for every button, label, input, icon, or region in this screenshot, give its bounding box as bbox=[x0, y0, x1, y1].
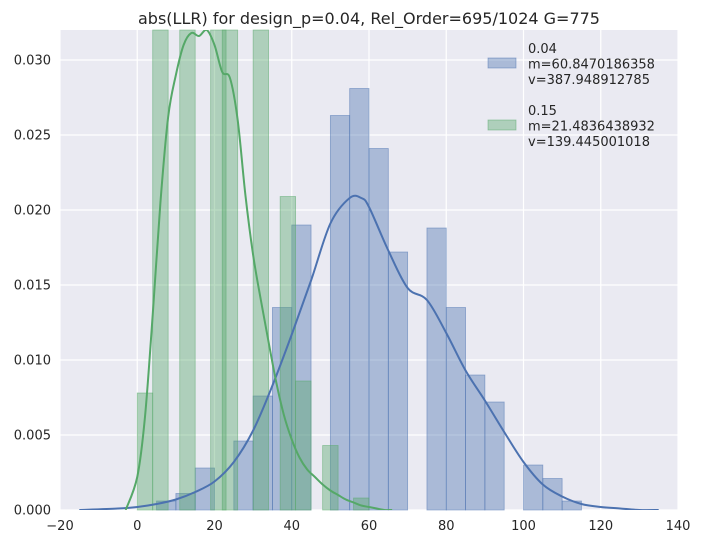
y-tick-label: 0.025 bbox=[14, 129, 51, 144]
hist-bar-series-0-15 bbox=[523, 464, 544, 511]
x-tick-label: −20 bbox=[46, 519, 73, 534]
hist-bar-series-1-4 bbox=[221, 29, 239, 511]
legend-label-series-1-line-1: m=21.4836438932 bbox=[528, 120, 655, 135]
legend-label-series-0-line-2: v=387.948912785 bbox=[528, 73, 650, 88]
x-tick-label: 40 bbox=[283, 519, 300, 534]
x-tick-label: 0 bbox=[133, 519, 141, 534]
legend-label-series-0-line-1: m=60.8470186358 bbox=[528, 58, 655, 73]
legend-label-series-1-line-2: v=139.445001018 bbox=[528, 135, 650, 150]
y-tick-label: 0.000 bbox=[14, 504, 51, 519]
legend-swatch-series-1 bbox=[487, 119, 517, 131]
hist-bar-series-1-7 bbox=[295, 380, 312, 511]
legend-label-series-1-line-0: 0.15 bbox=[528, 104, 557, 119]
x-tick-label: 20 bbox=[206, 519, 223, 534]
legend-swatch-series-0 bbox=[487, 57, 517, 69]
x-tick-label: 100 bbox=[511, 519, 536, 534]
y-tick-label: 0.010 bbox=[14, 354, 51, 369]
hist-bar-series-0-8 bbox=[349, 88, 370, 511]
hist-bar-series-0-11 bbox=[426, 227, 447, 511]
hist-bar-series-1-5 bbox=[252, 29, 269, 511]
x-tick-label: 120 bbox=[588, 519, 613, 534]
hist-bar-series-0-16 bbox=[542, 478, 563, 511]
hist-bar-series-0-14 bbox=[484, 401, 505, 511]
hist-bar-series-0-10 bbox=[387, 251, 409, 511]
kde-curves bbox=[79, 30, 659, 510]
histogram-bars bbox=[136, 29, 582, 511]
y-tick-label: 0.005 bbox=[14, 429, 51, 444]
y-tick-label: 0.030 bbox=[14, 54, 51, 69]
kde-curve-series-1 bbox=[124, 30, 393, 510]
chart-title: abs(LLR) for design_p=0.04, Rel_Order=69… bbox=[138, 9, 600, 29]
y-tick-label: 0.015 bbox=[14, 279, 51, 294]
hist-bar-series-0-9 bbox=[368, 148, 389, 511]
y-tick-label: 0.020 bbox=[14, 204, 51, 219]
x-tick-label: 140 bbox=[666, 519, 691, 534]
legend-label-series-0-line-0: 0.04 bbox=[528, 42, 557, 57]
hist-bar-series-1-2 bbox=[179, 29, 196, 511]
hist-bar-series-1-8 bbox=[322, 445, 339, 511]
legend: 0.04 m=60.8470186358 v=387.948912785 0.15… bbox=[487, 42, 655, 150]
x-tick-label: 80 bbox=[438, 519, 455, 534]
tick-labels: −20 0 20 40 60 80 100 120 140 0.000 0.005 0.010 0.01… bbox=[14, 54, 691, 535]
kde-curve-series-0 bbox=[79, 194, 659, 510]
x-tick-label: 60 bbox=[361, 519, 378, 534]
hist-bar-series-1-6 bbox=[279, 196, 297, 511]
